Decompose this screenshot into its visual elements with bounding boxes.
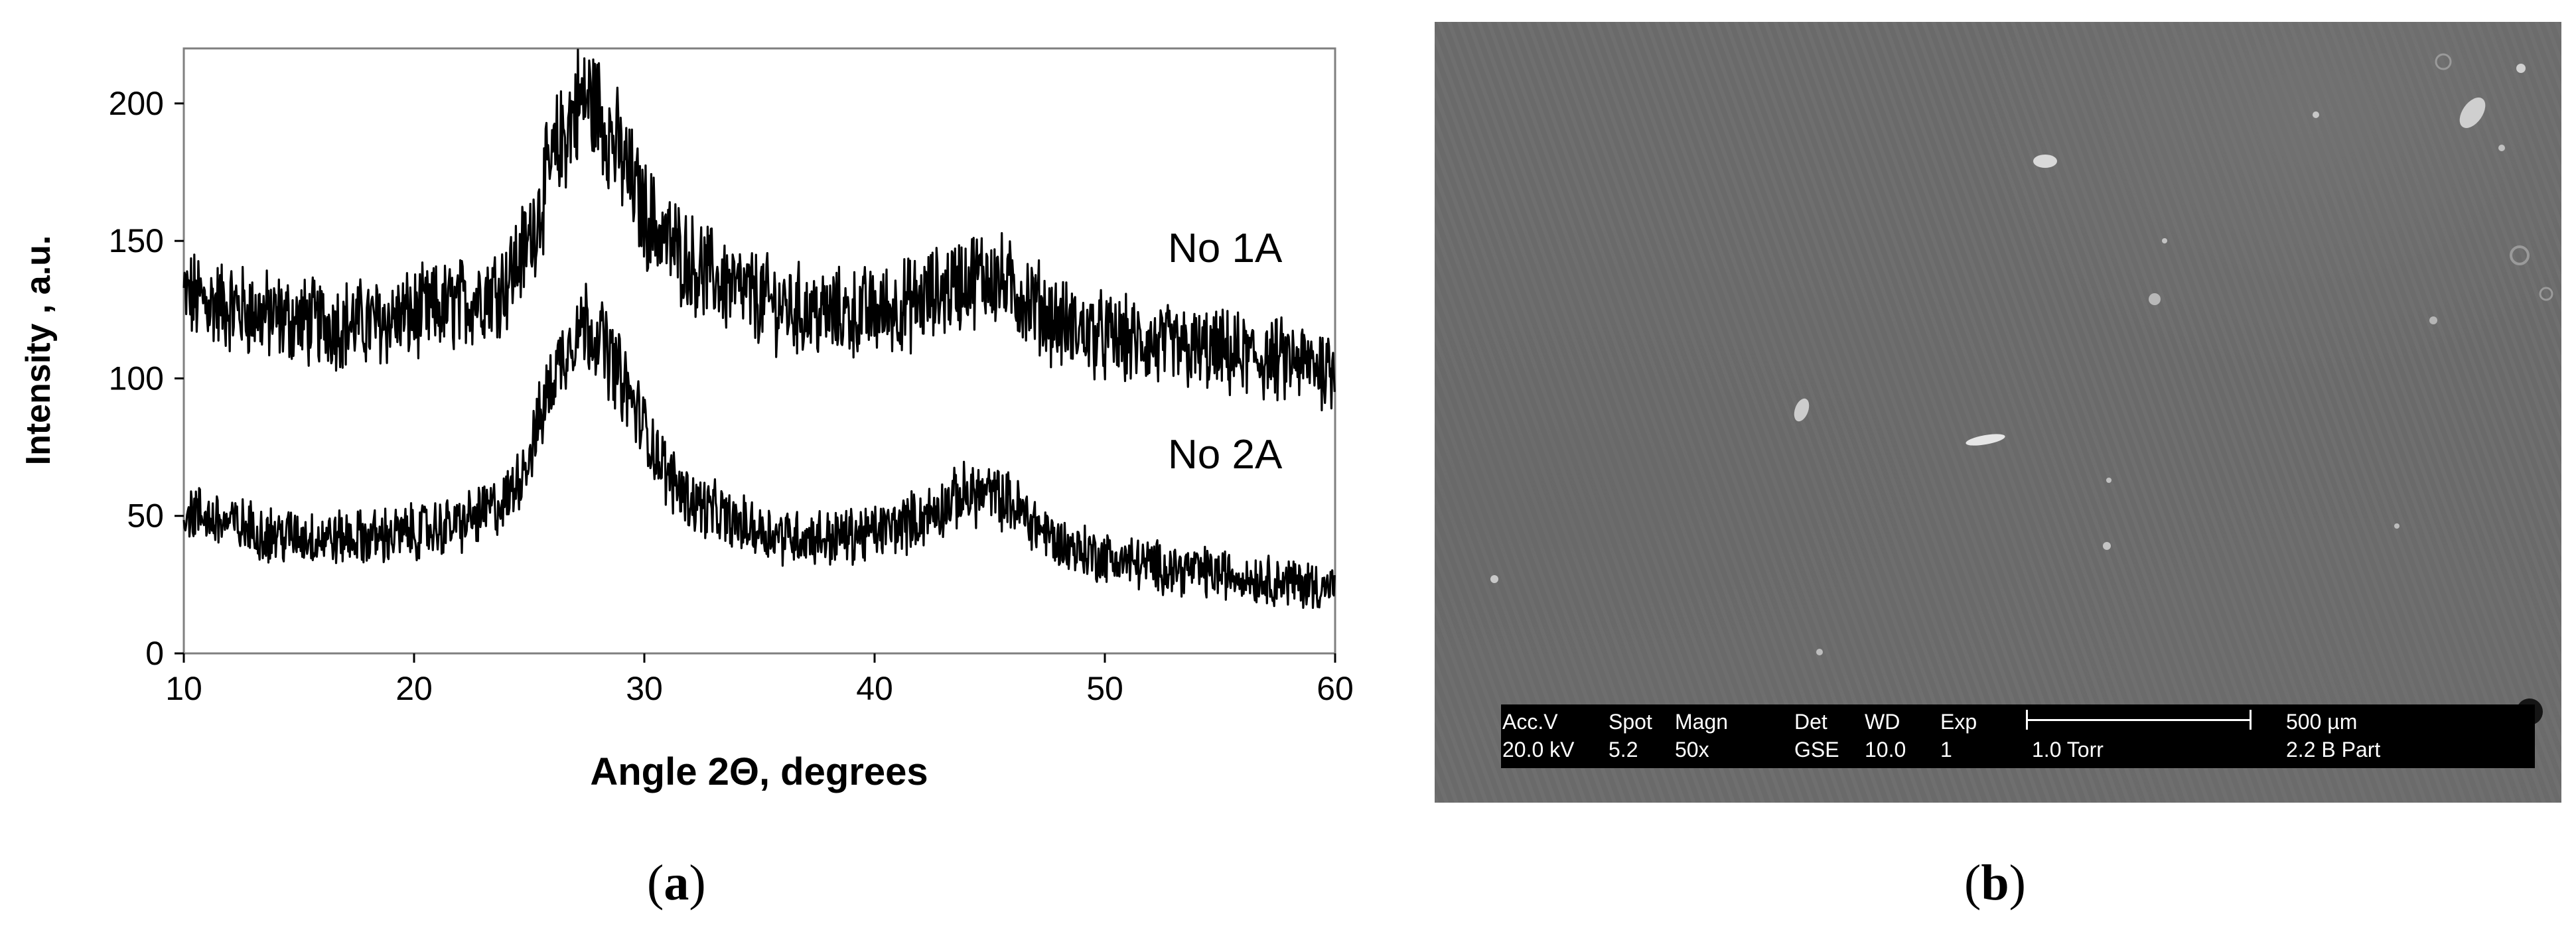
y-tick-label: 100 [109,360,164,397]
spot-value: 5.2 [1609,738,1638,762]
tick-labels: 10 20 30 40 50 60 0 50 100 150 200 [109,85,1354,707]
x-axis-title: Angle 2Θ, degrees [590,750,928,793]
accv-value: 20.0 kV [1502,738,1575,762]
series-line-1 [182,48,1336,412]
y-tick-label: 50 [127,498,164,535]
series-line-2 [182,283,1336,610]
x-tick-label: 30 [626,670,663,707]
series-label-no-1a: No 1A [1168,226,1283,271]
x-tick-label: 10 [165,670,202,707]
exp-header: Exp [1940,710,1977,734]
y-tick-label: 200 [109,85,164,122]
scale-bar-right-cap [2250,710,2252,730]
x-tick-label: 60 [1317,670,1354,707]
pressure-value: 1.0 Torr [2032,738,2104,762]
sample-value: 2.2 B Part [2286,738,2381,762]
det-value: GSE [1794,738,1839,762]
sem-info-bar: Acc.V Spot Magn Det WD Exp 500 µm 20.0 k… [1501,704,2535,768]
y-axis-title: Intensity , a.u. [19,235,58,466]
series-label-no-2a: No 2A [1168,432,1283,478]
plot-frame [182,47,1336,655]
det-header: Det [1794,710,1827,734]
axis-ticks [175,102,1336,663]
magn-header: Magn [1675,710,1729,734]
x-tick-label: 20 [395,670,433,707]
spot-header: Spot [1609,710,1652,734]
x-tick-label: 50 [1086,670,1123,707]
panel-a-caption: (a) [647,855,706,911]
y-tick-label: 150 [109,222,164,259]
magn-value: 50x [1675,738,1709,762]
xrd-chart: 10 20 30 40 50 60 0 50 100 150 200 No 1A No 2A Ang… [19,47,1354,793]
wd-value: 10.0 [1865,738,1906,762]
x-tick-label: 40 [856,670,893,707]
series-layer [182,48,1336,610]
scale-bar [2026,719,2252,721]
y-tick-label: 0 [145,635,164,672]
surface-particles [1490,53,2553,725]
panel-b-caption: (b) [1964,855,2026,911]
sem-micrograph: Acc.V Spot Magn Det WD Exp 500 µm 20.0 k… [1435,22,2561,803]
scale-bar-label: 500 µm [2286,710,2358,734]
wd-header: WD [1865,710,1900,734]
accv-header: Acc.V [1502,710,1558,734]
exp-value: 1 [1940,738,1952,762]
